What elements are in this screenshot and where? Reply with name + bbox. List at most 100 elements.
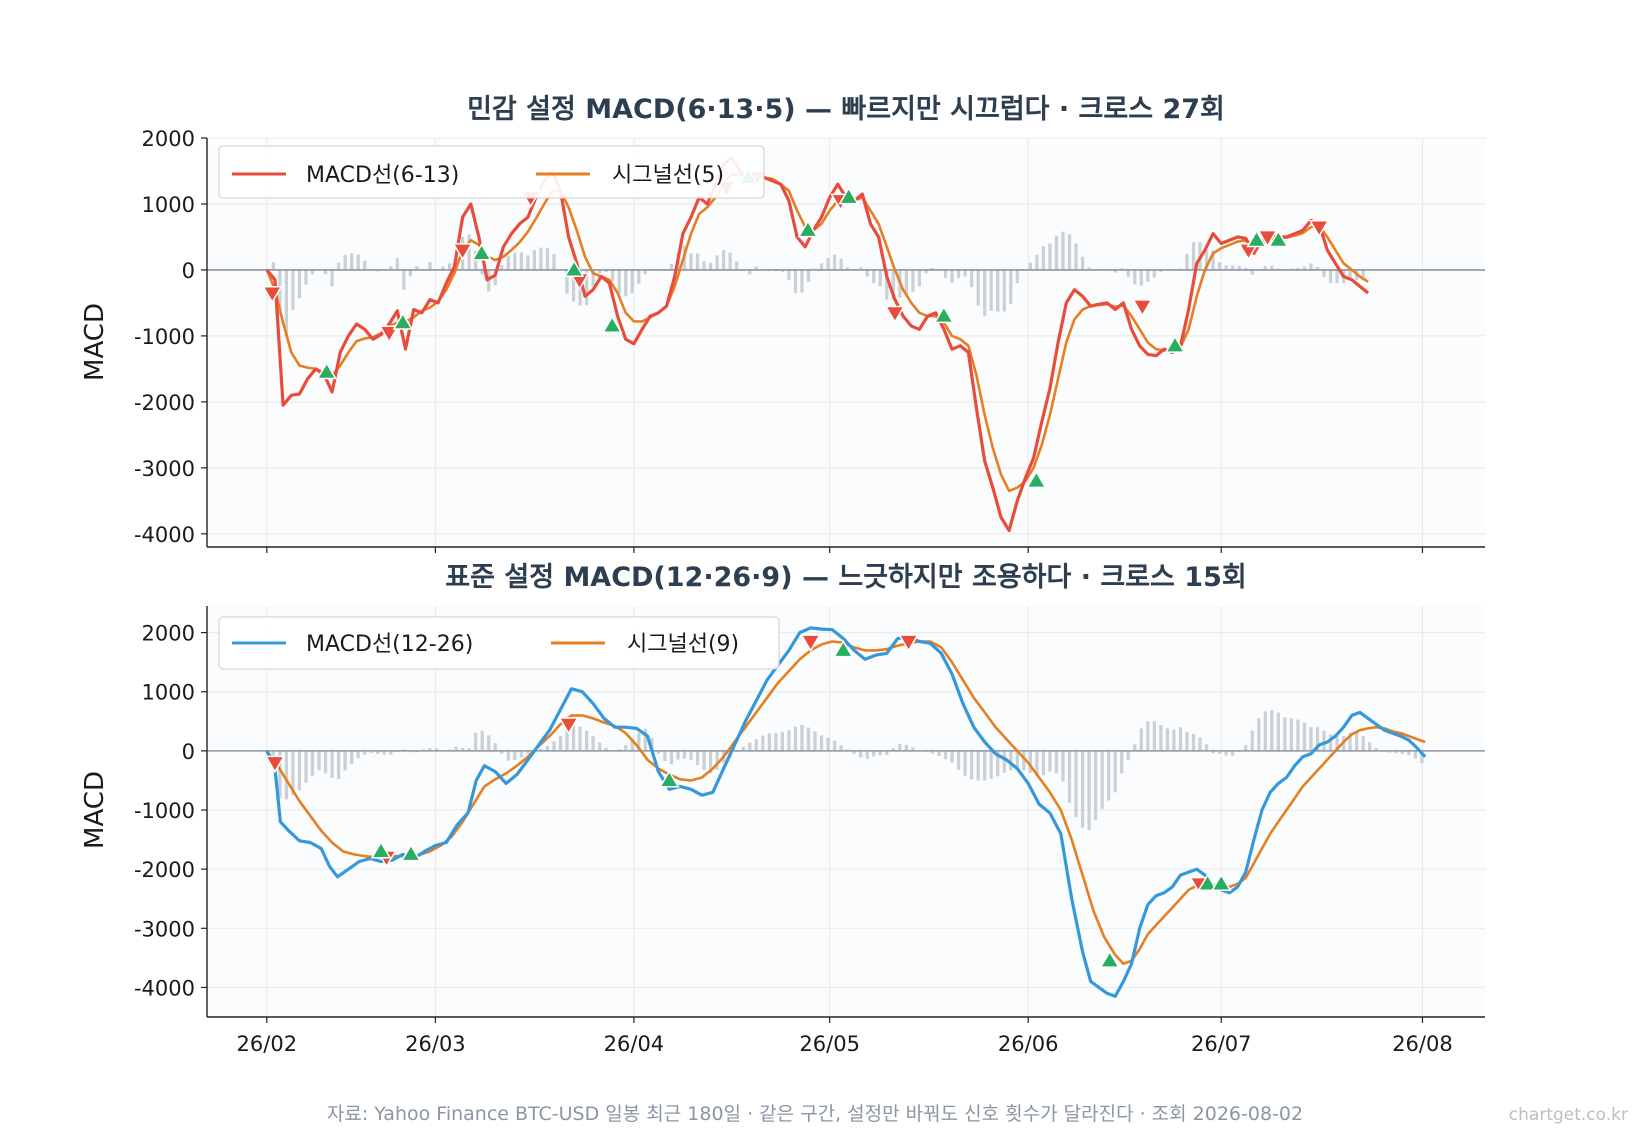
- y-axis-label: MACD: [80, 771, 110, 849]
- histogram-bar: [1315, 727, 1320, 751]
- histogram-bar: [911, 747, 915, 751]
- legend-macd-label: MACD선(12-26): [306, 632, 473, 657]
- histogram-bar: [832, 740, 837, 751]
- histogram-bar: [1048, 750, 1052, 772]
- legend: MACD선(6-13) 시그널선(5): [218, 145, 765, 199]
- legend-box: [218, 616, 780, 670]
- histogram-bar: [715, 750, 719, 770]
- histogram-bar: [317, 750, 321, 771]
- histogram-bar: [1159, 269, 1163, 272]
- y-tick-label: 2000: [142, 622, 195, 646]
- histogram-bar: [343, 254, 347, 270]
- histogram-bar: [526, 255, 530, 270]
- histogram-bar: [1231, 265, 1235, 270]
- x-tick-label: 26/06: [998, 1032, 1059, 1056]
- histogram-bar: [1067, 750, 1072, 803]
- histogram-bar: [1283, 717, 1287, 751]
- histogram-bar: [415, 265, 419, 270]
- histogram-bar: [1080, 750, 1085, 828]
- histogram-bar: [519, 750, 523, 758]
- histogram-bar: [1028, 750, 1032, 773]
- histogram-bar: [1133, 269, 1137, 285]
- golden-cross-marker: [1197, 873, 1218, 891]
- histogram-bar: [1120, 750, 1124, 774]
- histogram-bar: [1413, 750, 1418, 759]
- histogram-bar: [1191, 242, 1196, 270]
- histogram-bar: [363, 750, 367, 755]
- histogram-bar: [976, 269, 980, 306]
- histogram-bar: [663, 750, 667, 761]
- histogram-bar: [1165, 728, 1170, 751]
- dead-cross-marker: [898, 634, 919, 652]
- histogram-bar: [891, 269, 895, 300]
- histogram-bar: [323, 750, 328, 774]
- histogram-bar: [1263, 711, 1267, 751]
- histogram-bar: [643, 728, 647, 751]
- histogram-bar: [989, 269, 993, 311]
- histogram-bar: [695, 750, 700, 766]
- histogram-bar: [500, 750, 504, 754]
- histogram-bar: [598, 269, 602, 274]
- histogram-bar: [1224, 750, 1228, 756]
- histogram-bar: [1100, 750, 1104, 809]
- dead-cross-marker: [1257, 229, 1278, 248]
- histogram-bar: [1204, 744, 1209, 751]
- y-tick-label: -1000: [134, 799, 195, 823]
- histogram-bar: [1361, 736, 1365, 751]
- golden-cross-marker: [471, 242, 492, 261]
- golden-cross-marker: [1026, 470, 1047, 489]
- histogram-bar: [467, 748, 471, 751]
- histogram-bar: [1074, 750, 1078, 818]
- histogram-bars: [265, 710, 1424, 831]
- histogram-bar: [1250, 730, 1254, 751]
- histogram-bar: [513, 750, 517, 760]
- histogram-bar: [278, 750, 282, 799]
- golden-cross-marker: [838, 186, 860, 205]
- histogram-bar: [369, 750, 373, 753]
- histogram-bar: [1126, 269, 1130, 277]
- histogram-bar: [1009, 750, 1013, 771]
- histogram-bar: [728, 252, 732, 270]
- histogram-bar: [676, 750, 680, 760]
- histogram-bar: [963, 269, 967, 277]
- histogram-bar: [428, 262, 432, 270]
- histogram-bar: [865, 750, 869, 759]
- histogram-bar: [1061, 750, 1065, 782]
- golden-cross-marker: [1246, 229, 1267, 248]
- signal-line: [265, 173, 1369, 493]
- histogram-bar: [969, 269, 974, 288]
- golden-cross-marker: [316, 361, 337, 380]
- histogram-bar: [434, 748, 439, 751]
- histogram-bar: [330, 269, 334, 287]
- histogram-bar: [336, 262, 341, 270]
- histogram-bar: [284, 269, 289, 337]
- histogram-bar: [1335, 269, 1339, 284]
- histogram-bar: [1087, 750, 1091, 831]
- histogram-bar: [467, 234, 471, 270]
- histogram-bar: [767, 733, 771, 751]
- legend-signal-label: 시그널선(5): [612, 163, 724, 188]
- histogram-bar: [983, 750, 987, 781]
- histogram-bar: [389, 265, 393, 270]
- histogram-bar: [1107, 750, 1111, 801]
- histogram-bar: [1322, 730, 1326, 751]
- histogram-bar: [748, 742, 752, 751]
- histogram-bar: [787, 730, 791, 751]
- golden-cross-marker: [370, 840, 392, 859]
- histogram-bar: [878, 269, 882, 287]
- histogram-bar: [506, 750, 510, 761]
- golden-cross-marker: [601, 315, 623, 334]
- histogram-bar: [872, 269, 876, 284]
- histogram-bar: [722, 250, 726, 270]
- histogram-bar: [1041, 246, 1046, 270]
- histogram-bar: [1185, 731, 1189, 751]
- histogram-bar: [976, 750, 980, 781]
- histogram-bar: [1348, 732, 1352, 751]
- histogram-bar: [878, 750, 882, 756]
- histogram-bar: [539, 247, 543, 270]
- histogram-bar: [513, 252, 517, 270]
- histogram-bar: [1224, 265, 1228, 270]
- histogram-bar: [774, 733, 778, 751]
- histogram-bar: [350, 750, 354, 764]
